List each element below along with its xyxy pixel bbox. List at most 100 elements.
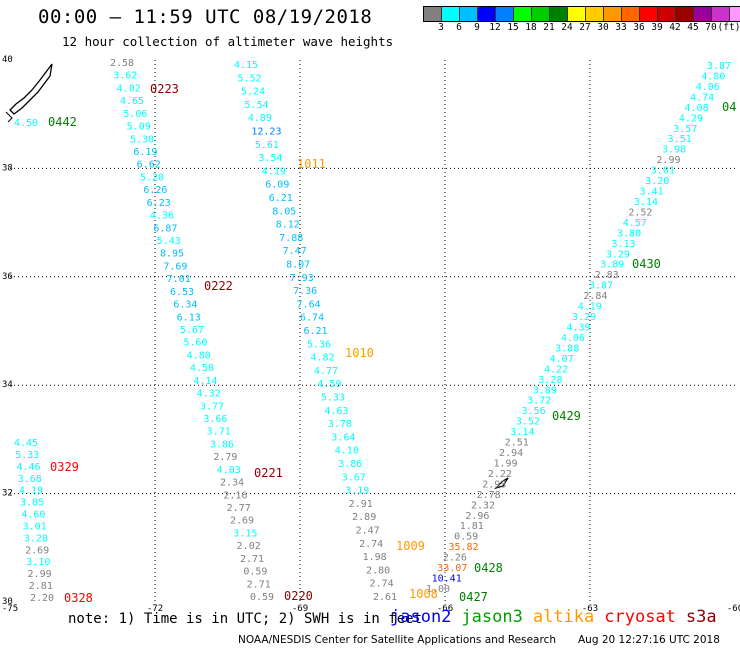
wave-height-value: 3.52 [516,417,540,428]
wave-height-value: 2.77 [227,503,251,514]
wave-height-value: 3.64 [331,432,355,443]
wave-height-value: 2.69 [25,545,49,556]
wave-height-value: 3.68 [18,474,42,485]
wave-height-value: 3.87 [707,61,731,72]
wave-height-value: 3.67 [342,472,366,483]
color-swatch [478,7,496,21]
wave-height-value: 6.13 [177,312,201,323]
wave-height-value: 4.80 [187,350,211,361]
coastline [5,111,13,123]
wave-height-value: 3.57 [673,124,697,135]
wave-height-value: 4.63 [324,406,348,417]
wave-height-value: 12.23 [251,127,281,138]
pass-label: 0427 [459,590,488,604]
color-scale-label: 70 [705,22,717,33]
wave-height-value: 3.29 [572,312,596,323]
wave-height-value: 33.07 [437,563,467,574]
wave-height-value: 3.85 [20,498,44,509]
pass-label: 0430 [632,257,661,271]
wave-height-value: 3.14 [634,197,658,208]
wave-height-value: 5.33 [15,450,39,461]
color-scale-bar [423,6,740,22]
y-tick-label: 30 [2,597,13,607]
wave-height-value: 2.84 [583,291,607,302]
wave-height-value: 6.34 [173,300,197,311]
wave-height-value: 5.33 [321,393,345,404]
wave-height-value: 5.43 [157,236,181,247]
wave-height-value: 7.69 [163,261,187,272]
legend-jason2: jason2 [390,607,452,627]
wave-height-value: 4.19 [19,486,43,497]
wave-height-value: 6.26 [143,185,167,196]
pass-label: 1010 [345,346,374,360]
wave-height-value: 2.96 [465,511,489,522]
wave-height-value: 3.88 [555,343,579,354]
wave-height-value: 2.16 [223,490,247,501]
color-swatch [550,7,568,21]
wave-height-value: 2.61 [373,592,397,603]
pass-label: 1009 [396,539,425,553]
wave-height-value: 2.26 [443,553,467,564]
x-tick-label: -66 [437,604,453,614]
color-scale-label: 42 [669,22,681,33]
wave-height-value: 5.24 [241,87,265,98]
color-scale-label: (ft) [717,22,740,33]
wave-height-value: 4.65 [120,96,144,107]
color-scale-labels: 3 6 9 12 15 18 21 24 27 30 33 36 39 42 45 70 (ft) [423,22,740,34]
wave-height-value: 6.74 [300,313,324,324]
wave-height-value: 7.47 [283,246,307,257]
wave-height-value: 6.21 [304,326,328,337]
wave-height-value: 1.00 [426,584,450,595]
wave-height-value: 4.46 [16,462,40,473]
wave-height-value: 2.02 [237,541,261,552]
wave-height-value: 3.14 [510,427,534,438]
wave-height-value: 3.41 [640,187,664,198]
wave-height-value: 4.50 [14,118,38,129]
color-swatch [658,7,676,21]
wave-height-value: 8.95 [160,249,184,260]
y-tick-label: 34 [2,380,13,390]
wave-height-value: 4.03 [217,465,241,476]
wave-height-value: 3.86 [210,439,234,450]
wave-height-value: 2.69 [230,516,254,527]
pass-label: 04 [722,100,736,114]
wave-height-value: 3.20 [645,176,669,187]
wave-height-value: 6.19 [133,147,157,158]
wave-height-value: 5.36 [307,339,331,350]
color-swatch [568,7,586,21]
color-swatch [640,7,658,21]
pass-label: 1011 [297,157,326,171]
color-scale-label: 6 [456,22,462,33]
x-tick-label: -69 [292,604,308,614]
wave-height-value: 6.09 [265,180,289,191]
wave-height-value: 4.89 [248,113,272,124]
color-scale-label: 15 [507,22,519,33]
wave-height-value: 4.60 [21,510,45,521]
wave-height-value: 3.89 [600,260,624,271]
wave-height-value: 7.64 [297,299,321,310]
wave-height-value: 4.39 [567,323,591,334]
wave-height-value: 6.53 [170,287,194,298]
color-swatch [622,7,640,21]
wave-height-value: 4.06 [696,82,720,93]
wave-height-value: 3.98 [662,145,686,156]
color-scale-label: 45 [687,22,699,33]
color-swatch [442,7,460,21]
wave-height-value: 2.58 [110,58,134,69]
wave-height-value: 3.62 [113,71,137,82]
wave-height-value: 3.51 [668,134,692,145]
wave-height-value: 7.88 [279,233,303,244]
wave-height-value: 2.20 [30,593,54,604]
wave-height-value: 5.67 [180,325,204,336]
wave-height-value: 3.19 [345,486,369,497]
wave-height-value: 3.01 [651,166,675,177]
color-swatch [730,7,740,21]
wave-height-value: 2.34 [220,478,244,489]
color-scale-label: 30 [597,22,609,33]
wave-height-value: 3.89 [533,385,557,396]
wave-height-value: 10.41 [432,574,462,585]
color-scale-label: 9 [474,22,480,33]
wave-height-value: 4.10 [335,446,359,457]
pass-label: 1008 [409,587,438,601]
wave-height-value: 5.20 [140,172,164,183]
